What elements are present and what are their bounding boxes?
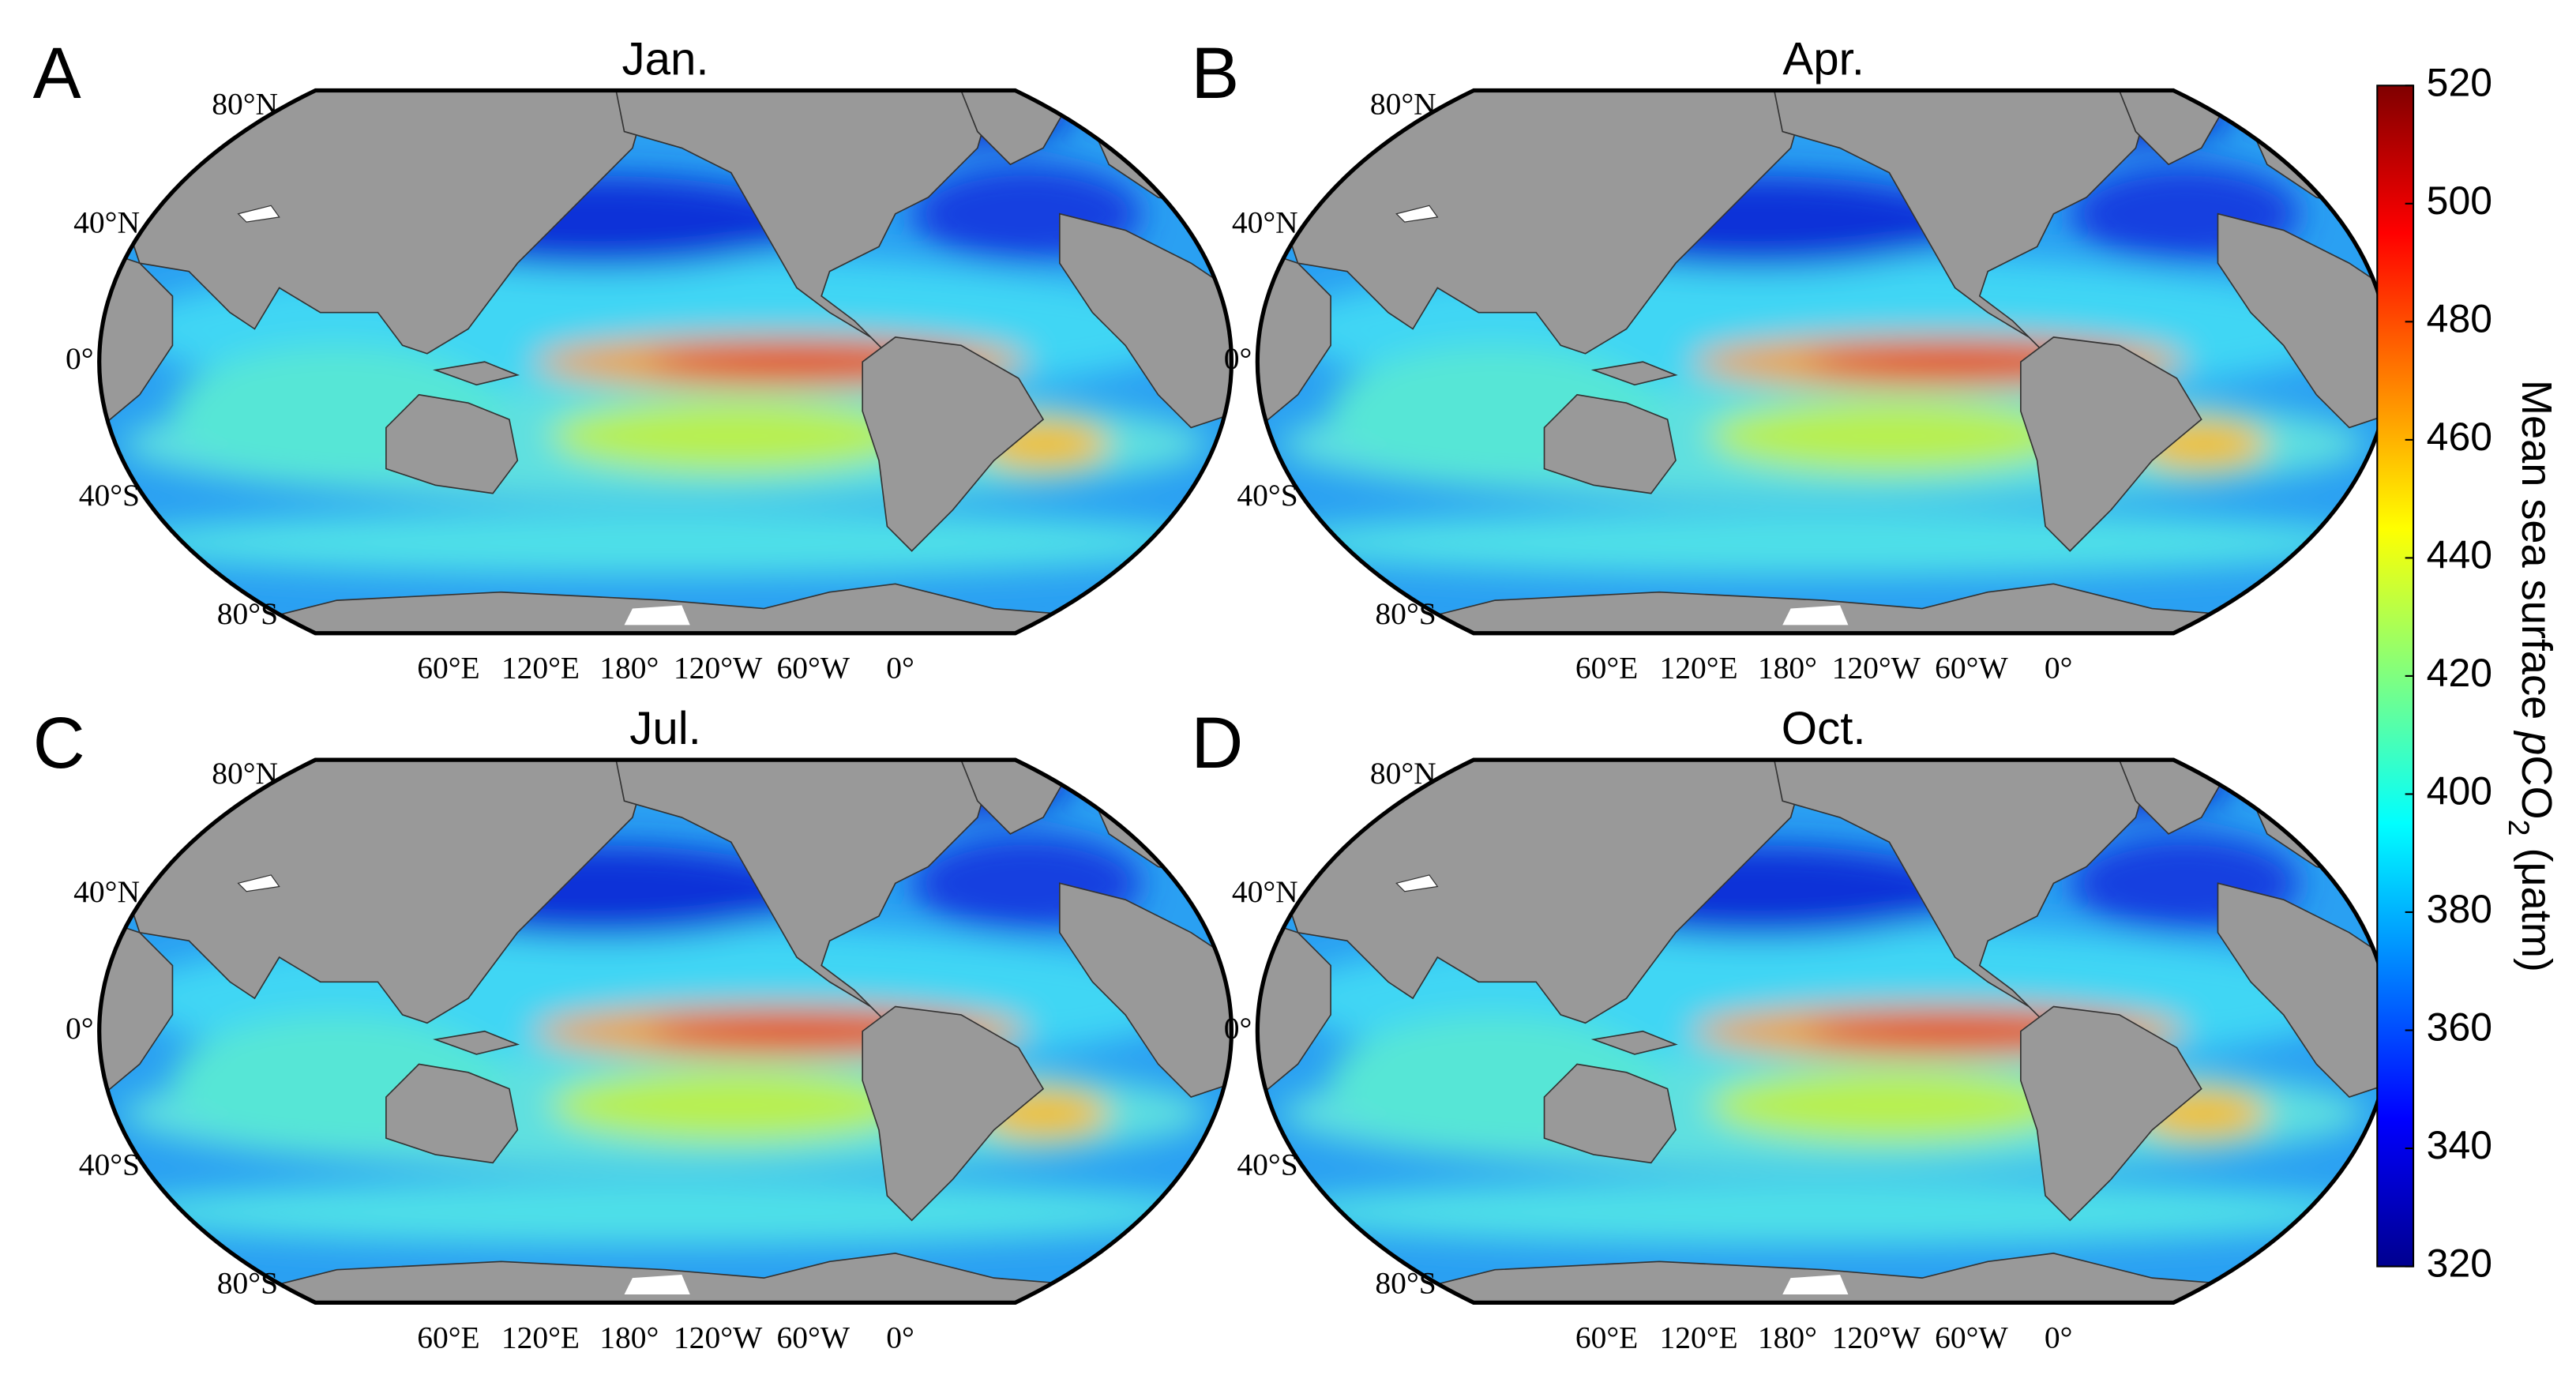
lat-label: 80°S [1375, 1266, 1436, 1301]
lon-label: 0° [886, 1320, 914, 1354]
panel-letter: C [33, 703, 85, 783]
panel-letter: D [1191, 703, 1243, 783]
lon-label: 120°E [1659, 1320, 1737, 1354]
lat-label: 80°N [212, 86, 278, 121]
lon-label: 60°W [776, 651, 850, 686]
lon-label: 120°E [1659, 651, 1737, 686]
map [1249, 82, 2398, 641]
colorbar-label-part: CO [2513, 755, 2560, 819]
lat-label: 0° [66, 341, 94, 376]
colorbar-tick-label: 500 [2427, 178, 2492, 223]
panel-title: Jul. [629, 703, 701, 754]
lon-label: 60°E [417, 1320, 479, 1354]
lon-label: 120°W [674, 651, 763, 686]
colorbar-tick-label: 400 [2427, 769, 2492, 813]
lon-label: 0° [2045, 651, 2073, 686]
lat-label: 80°N [1370, 756, 1436, 791]
map-panel: C Jul. 80°N 40°N 0° 40°S 80°S 60°E 120°E 180° 120°… [33, 703, 1241, 1354]
colorbar-tick-label: 320 [2427, 1242, 2492, 1286]
lat-label: 0° [1224, 1011, 1252, 1046]
lon-label: 60°E [417, 651, 479, 686]
lon-label: 0° [886, 651, 914, 686]
map [1249, 752, 2398, 1311]
lat-label: 40°N [1232, 874, 1298, 909]
colorbar-tick-label: 420 [2427, 651, 2492, 695]
lon-label: 180° [1758, 1320, 1817, 1354]
panel-title: Oct. [1782, 703, 1866, 754]
colorbar-label-part: Mean sea surface [2513, 380, 2560, 731]
map-panel: D Oct. 80°N 40°N 0° 40°S 80°S 60°E 120°E 180° 120°… [1191, 703, 2398, 1354]
map [90, 82, 1240, 641]
colorbar-tick-label: 460 [2427, 415, 2492, 459]
lat-label: 80°S [1375, 596, 1436, 631]
lon-label: 120°W [674, 1320, 763, 1354]
lat-label: 40°N [73, 874, 140, 909]
colorbar-tick-label: 340 [2427, 1123, 2492, 1167]
lon-label: 120°E [501, 1320, 580, 1354]
lat-label: 80°N [212, 756, 278, 791]
colorbar-tick-label: 380 [2427, 887, 2492, 931]
lon-label: 180° [599, 651, 659, 686]
lat-label: 40°S [79, 478, 140, 513]
map-panel: A Jan. 80°N 40°N 0° 40°S 80°S 60°E 120°E 180° 120°… [33, 33, 1241, 686]
colorbar-tick-label: 440 [2427, 533, 2492, 577]
lat-label: 40°S [1237, 1148, 1297, 1182]
colorbar-tick-label: 480 [2427, 297, 2492, 341]
lat-label: 0° [1224, 341, 1252, 376]
lat-label: 80°S [217, 596, 278, 631]
colorbar-label: Mean sea surface pCO2 (μatm) [2503, 380, 2560, 972]
lon-label: 60°W [1935, 651, 2008, 686]
map [90, 752, 1240, 1311]
lat-label: 80°N [1370, 86, 1436, 121]
lon-label: 120°W [1832, 1320, 1921, 1354]
panel-title: Jan. [622, 34, 709, 85]
panel-letter: A [33, 33, 81, 114]
lat-label: 80°S [217, 1266, 278, 1301]
lat-label: 0° [66, 1011, 94, 1046]
lon-label: 60°E [1575, 1320, 1638, 1354]
lat-label: 40°N [73, 205, 140, 239]
lat-label: 40°S [1237, 478, 1297, 513]
lon-label: 180° [1758, 651, 1817, 686]
lon-label: 0° [2045, 1320, 2073, 1354]
lon-label: 60°W [776, 1320, 850, 1354]
lat-label: 40°S [79, 1148, 140, 1182]
lon-label: 120°E [501, 651, 580, 686]
panel-title: Apr. [1782, 34, 1864, 85]
lat-label: 40°N [1232, 205, 1298, 239]
lon-label: 120°W [1832, 651, 1921, 686]
colorbar-tick-label: 360 [2427, 1005, 2492, 1050]
colorbar-tick-label: 520 [2427, 60, 2492, 104]
lon-label: 60°E [1575, 651, 1638, 686]
colorbar-label-part: 2 [2503, 820, 2536, 836]
colorbar-label-part: p [2513, 730, 2560, 755]
panel-letter: B [1191, 33, 1239, 114]
lon-label: 60°W [1935, 1320, 2008, 1354]
colorbar-label-part: (μatm) [2513, 836, 2560, 972]
map-panel: B Apr. 80°N 40°N 0° 40°S 80°S 60°E 120°E 180° 120°… [1191, 33, 2398, 686]
lon-label: 180° [599, 1320, 659, 1354]
